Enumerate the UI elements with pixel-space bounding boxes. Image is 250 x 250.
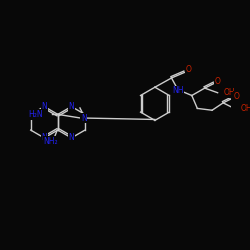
Text: N: N — [68, 102, 74, 111]
Text: OH: OH — [224, 88, 236, 97]
Text: N: N — [42, 134, 47, 142]
Text: O: O — [215, 77, 220, 86]
Text: NH₂: NH₂ — [43, 137, 58, 146]
Text: N: N — [68, 134, 74, 142]
Text: O: O — [233, 92, 239, 101]
Text: N: N — [42, 102, 47, 111]
Text: NH: NH — [172, 86, 184, 96]
Text: OH: OH — [241, 104, 250, 113]
Text: H₂N: H₂N — [28, 110, 43, 119]
Text: N: N — [81, 114, 86, 122]
Text: O: O — [185, 65, 191, 74]
